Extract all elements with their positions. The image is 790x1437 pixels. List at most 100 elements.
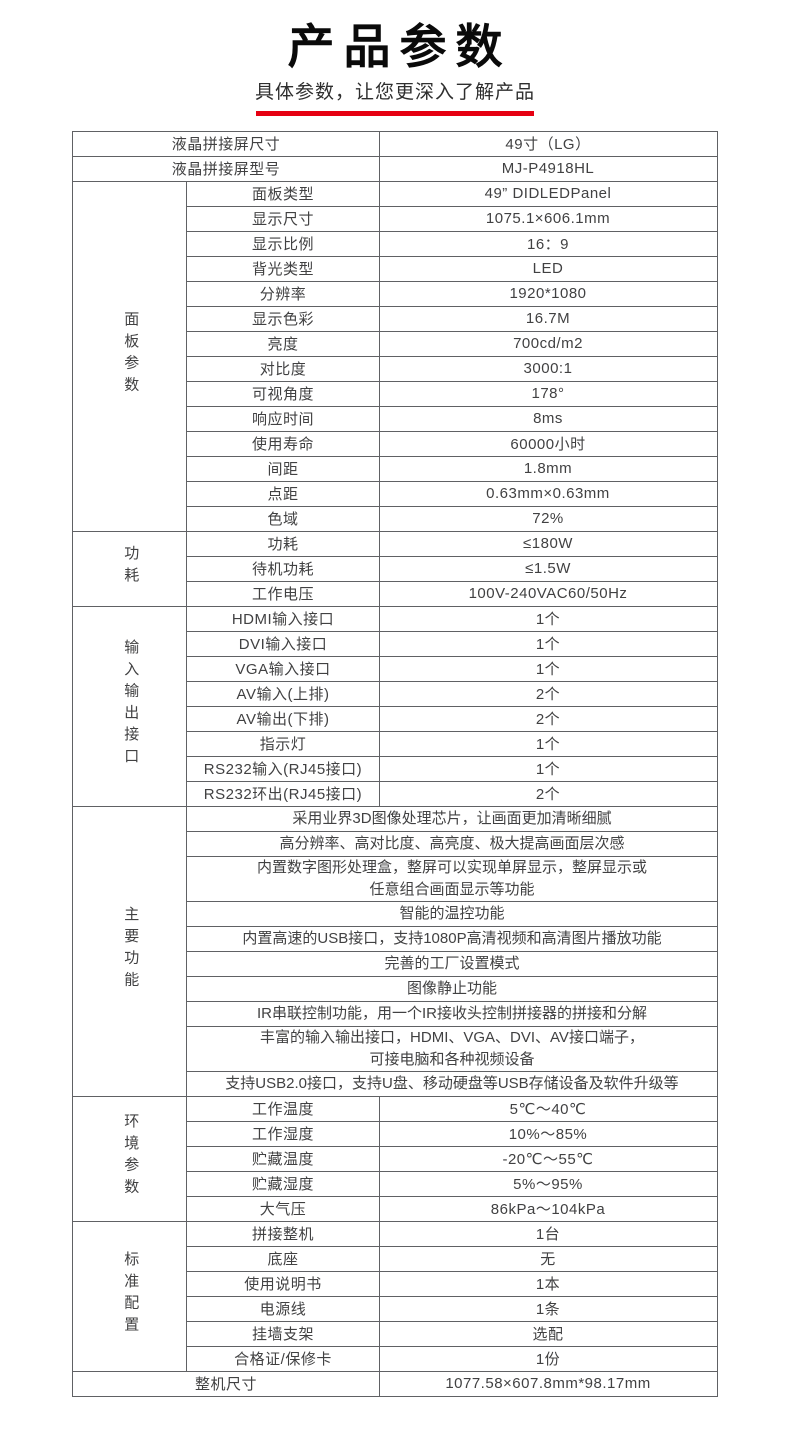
spec-value-cell: 178° — [378, 380, 718, 407]
spec-value-cell: 72% — [378, 505, 718, 532]
feature-cell: 内置数字图形处理盒，整屏可以实现单屏显示，整屏显示或 任意组合画面显示等功能 — [186, 855, 718, 902]
spec-label-cell: 工作电压 — [186, 580, 380, 607]
table-row: IR串联控制功能，用一个IR接收头控制拼接器的拼接和分解 — [73, 1000, 718, 1027]
table-row: 合格证/保修卡 1份 — [73, 1345, 718, 1372]
spec-label-cell: 间距 — [186, 455, 380, 482]
spec-value-cell: 700cd/m2 — [378, 330, 718, 357]
spec-label-cell: 液晶拼接屏型号 — [72, 155, 380, 182]
spec-label-cell: 显示尺寸 — [186, 205, 380, 232]
table-row: 指示灯 1个 — [73, 730, 718, 757]
spec-value-cell: 49寸（LG） — [378, 130, 718, 157]
spec-label-cell: 面板类型 — [186, 180, 380, 207]
spec-label-cell: 工作湿度 — [186, 1120, 380, 1147]
spec-value-cell: 16.7M — [378, 305, 718, 332]
feature-cell: 图像静止功能 — [186, 975, 718, 1002]
spec-label-cell: 分辨率 — [186, 280, 380, 307]
spec-value-cell: 5℃～40℃ — [378, 1095, 718, 1122]
spec-label-cell: 功耗 — [186, 530, 380, 557]
spec-label-cell: 贮藏温度 — [186, 1145, 380, 1172]
spec-label-cell: 贮藏湿度 — [186, 1170, 380, 1197]
page-title: 产品参数 — [287, 20, 512, 75]
table-row: 显示色彩 16.7M — [73, 305, 718, 332]
page-header: 产品参数 具体参数，让您更深入了解产品 — [0, 0, 790, 116]
spec-label-cell: 电源线 — [186, 1295, 380, 1322]
table-row: 工作电压 100V-240VAC60/50Hz — [73, 580, 718, 607]
spec-value-cell: 1.8mm — [378, 455, 718, 482]
spec-value-cell: 86kPa～104kPa — [378, 1195, 718, 1222]
spec-value-cell: 5%～95% — [378, 1170, 718, 1197]
table-row: 背光类型 LED — [73, 255, 718, 282]
table-row: 液晶拼接屏型号 MJ-P4918HL — [72, 155, 718, 182]
spec-label-cell: AV输出(下排) — [186, 705, 380, 732]
table-row: 智能的温控功能 — [73, 900, 718, 927]
spec-value-cell: 1075.1×606.1mm — [378, 205, 718, 232]
feature-cell: 支持USB2.0接口，支持U盘、移动硬盘等USB存储设备及软件升级等 — [186, 1070, 718, 1097]
table-row: 丰富的输入输出接口，HDMI、VGA、DVI、AV接口端子， 可接电脑和各种视频… — [73, 1025, 718, 1072]
spec-label-cell: 合格证/保修卡 — [186, 1345, 380, 1372]
table-row: 亮度 700cd/m2 — [73, 330, 718, 357]
spec-value-cell: ≤1.5W — [378, 555, 718, 582]
table-row: 高分辨率、高对比度、高亮度、极大提高画面层次感 — [73, 830, 718, 857]
group-label-cell: 面板参数 — [72, 180, 188, 532]
group-label-cell: 标准配置 — [72, 1220, 188, 1372]
title-underline — [256, 110, 534, 116]
spec-table: 液晶拼接屏尺寸 49寸（LG） 液晶拼接屏型号 MJ-P4918HL 面板参数 面板类型 4… — [72, 130, 718, 1397]
table-row: 环境参数 工作温度 5℃～40℃ — [72, 1095, 718, 1222]
spec-value-cell: MJ-P4918HL — [378, 155, 718, 182]
spec-value-cell: ≤180W — [378, 530, 718, 557]
table-row: 液晶拼接屏尺寸 49寸（LG） — [72, 130, 718, 157]
feature-cell: 智能的温控功能 — [186, 900, 718, 927]
spec-value-cell: 49” DIDLEDPanel — [378, 180, 718, 207]
group-label-cell: 环境参数 — [72, 1095, 188, 1222]
group-label-cell: 功耗 — [72, 530, 188, 607]
spec-label-cell: 大气压 — [186, 1195, 380, 1222]
feature-cell: 高分辨率、高对比度、高亮度、极大提高画面层次感 — [186, 830, 718, 857]
spec-label-cell: 响应时间 — [186, 405, 380, 432]
spec-value-cell: 2个 — [378, 780, 718, 807]
spec-label-cell: 液晶拼接屏尺寸 — [72, 130, 380, 157]
feature-cell: IR串联控制功能，用一个IR接收头控制拼接器的拼接和分解 — [186, 1000, 718, 1027]
spec-label-cell: 可视角度 — [186, 380, 380, 407]
spec-label-cell: 使用说明书 — [186, 1270, 380, 1297]
spec-value-cell: 1条 — [378, 1295, 718, 1322]
table-row: 主要功能 采用业界3D图像处理芯片，让画面更加清晰细腻 — [72, 805, 718, 1097]
table-row: 内置数字图形处理盒，整屏可以实现单屏显示，整屏显示或 任意组合画面显示等功能 — [73, 855, 718, 902]
group-label: 输入输出接口 — [122, 638, 140, 770]
group-label: 环境参数 — [122, 1113, 140, 1201]
spec-value-cell: 10%～85% — [378, 1120, 718, 1147]
table-row: 贮藏湿度 5%～95% — [73, 1170, 718, 1197]
table-row: 面板参数 面板类型 49” DIDLEDPanel — [72, 180, 718, 532]
spec-label-cell: VGA输入接口 — [186, 655, 380, 682]
table-row: 使用寿命 60000小时 — [73, 430, 718, 457]
spec-value-cell: 无 — [378, 1245, 718, 1272]
spec-label-cell: 整机尺寸 — [72, 1370, 380, 1397]
table-row: 底座无 — [73, 1245, 718, 1272]
table-row: 大气压 86kPa～104kPa — [73, 1195, 718, 1222]
table-row: DVI输入接口 1个 — [73, 630, 718, 657]
spec-label-cell: 拼接整机 — [186, 1220, 380, 1247]
spec-label-cell: DVI输入接口 — [186, 630, 380, 657]
table-row: 待机功耗 ≤1.5W — [73, 555, 718, 582]
spec-value-cell: -20℃～55℃ — [378, 1145, 718, 1172]
spec-value-cell: 100V-240VAC60/50Hz — [378, 580, 718, 607]
spec-label-cell: 背光类型 — [186, 255, 380, 282]
spec-value-cell: 1077.58×607.8mm*98.17mm — [378, 1370, 718, 1397]
group-label-cell: 主要功能 — [72, 805, 188, 1097]
spec-value-cell: 1个 — [378, 655, 718, 682]
spec-value-cell: 选配 — [378, 1320, 718, 1347]
spec-label-cell: HDMI输入接口 — [186, 605, 380, 632]
feature-cell: 丰富的输入输出接口，HDMI、VGA、DVI、AV接口端子， 可接电脑和各种视频… — [186, 1025, 718, 1072]
group-label-cell: 输入输出接口 — [72, 605, 188, 807]
spec-value-cell: 0.63mm×0.63mm — [378, 480, 718, 507]
table-row: 色域 72% — [73, 505, 718, 532]
table-row: 对比度 3000:1 — [73, 355, 718, 382]
spec-label-cell: 使用寿命 — [186, 430, 380, 457]
table-row: 贮藏温度 -20℃～55℃ — [73, 1145, 718, 1172]
spec-value-cell: 1个 — [378, 730, 718, 757]
spec-value-cell: 2个 — [378, 705, 718, 732]
spec-label-cell: 显示比例 — [186, 230, 380, 257]
spec-label-cell: AV输入(上排) — [186, 680, 380, 707]
spec-value-cell: 1台 — [378, 1220, 718, 1247]
table-row: 可视角度 178° — [73, 380, 718, 407]
spec-value-cell: 1920*1080 — [378, 280, 718, 307]
